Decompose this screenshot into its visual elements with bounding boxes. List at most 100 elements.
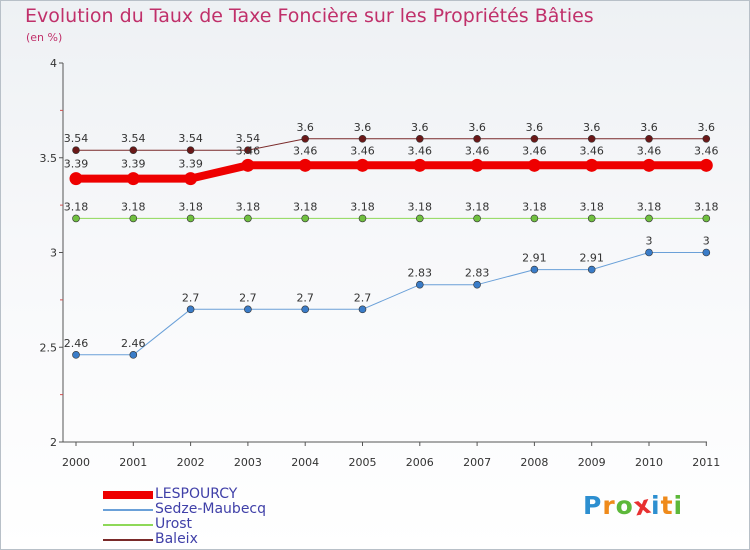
data-label-sedze-maubecq: 2.7 [354, 291, 372, 304]
data-point-urost [129, 214, 138, 223]
data-label-lespourcy: 3.39 [64, 158, 89, 171]
data-label-lespourcy: 3.46 [236, 144, 261, 157]
data-point-urost [530, 214, 539, 223]
data-point-lespourcy [413, 158, 427, 172]
data-point-baleix [358, 135, 367, 143]
data-label-lespourcy: 3.46 [350, 144, 375, 157]
data-point-lespourcy [184, 172, 198, 186]
data-label-sedze-maubecq: 2.7 [239, 291, 257, 304]
x-tick-label: 2005 [349, 456, 377, 469]
x-tick-label: 2002 [177, 456, 205, 469]
data-label-lespourcy: 3.46 [522, 144, 547, 157]
x-tick-label: 2011 [692, 456, 720, 469]
logo-letter: o [615, 491, 634, 520]
data-label-lespourcy: 3.46 [293, 144, 318, 157]
data-point-sedze-maubecq [415, 280, 424, 289]
data-label-urost: 3.18 [522, 200, 547, 213]
legend-label: LESPOURCY [155, 486, 238, 502]
data-point-sedze-maubecq [530, 265, 539, 274]
data-label-sedze-maubecq: 2.7 [296, 291, 314, 304]
data-label-baleix: 3.6 [296, 121, 314, 134]
data-label-urost: 3.18 [637, 200, 662, 213]
data-point-urost [72, 214, 80, 223]
data-point-sedze-maubecq [186, 305, 195, 314]
data-label-baleix: 3.6 [640, 121, 658, 134]
data-label-sedze-maubecq: 2.46 [64, 337, 89, 350]
data-point-baleix [415, 135, 424, 143]
y-tick-label: 4 [50, 57, 57, 70]
data-point-sedze-maubecq [301, 305, 310, 314]
proxiti-logo: Proxiti [583, 490, 684, 522]
x-tick-label: 2009 [578, 456, 606, 469]
data-point-baleix [72, 146, 80, 154]
series-line-lespourcy [72, 161, 711, 183]
data-point-lespourcy [527, 158, 541, 172]
legend-swatch [103, 539, 153, 541]
data-label-baleix: 3.54 [236, 132, 261, 145]
data-label-baleix: 3.54 [178, 132, 203, 145]
data-point-urost [702, 214, 711, 223]
logo-letter: t [660, 491, 674, 520]
y-tick-label: 2.5 [40, 341, 58, 354]
x-tick-label: 2010 [635, 456, 663, 469]
data-point-baleix [244, 146, 252, 154]
x-tick-label: 2000 [62, 456, 90, 469]
data-point-sedze-maubecq [129, 351, 138, 359]
data-point-lespourcy [470, 158, 484, 172]
data-point-sedze-maubecq [702, 248, 711, 257]
data-label-lespourcy: 3.46 [637, 144, 662, 157]
data-point-lespourcy [126, 172, 140, 186]
data-label-urost: 3.18 [121, 200, 146, 213]
x-tick-label: 2006 [406, 456, 434, 469]
data-point-baleix [530, 135, 539, 143]
data-point-urost [415, 214, 424, 223]
data-point-urost [186, 214, 195, 223]
data-label-sedze-maubecq: 3 [703, 235, 710, 248]
data-point-lespourcy [585, 158, 599, 172]
data-point-baleix [702, 135, 711, 143]
data-point-baleix [301, 135, 310, 143]
x-tick-label: 2008 [520, 456, 548, 469]
series-line-sedze-maubecq [75, 252, 707, 356]
series-line-baleix [75, 138, 707, 151]
data-labels: 3.54 3.54 3.54 3.54 3.6 3.6 3.6 3.6 3.6 3.6 3.6 3.6… [64, 121, 719, 350]
logo-letter: i [651, 491, 661, 520]
data-label-baleix: 3.6 [354, 121, 372, 134]
data-point-sedze-maubecq [645, 248, 653, 257]
data-point-urost [473, 214, 481, 223]
data-point-urost [301, 214, 310, 223]
data-label-baleix: 3.6 [411, 121, 429, 134]
legend-swatch [103, 509, 153, 511]
data-point-lespourcy [69, 172, 83, 186]
data-point-lespourcy [298, 158, 312, 172]
data-point-baleix [186, 146, 195, 154]
data-label-lespourcy: 3.39 [121, 158, 146, 171]
data-point-sedze-maubecq [72, 351, 80, 359]
data-point-baleix [587, 135, 596, 143]
legend-label: Baleix [155, 531, 198, 547]
y-tick-label: 3 [50, 247, 57, 260]
data-point-sedze-maubecq [358, 305, 367, 314]
chart-title: Evolution du Taux de Taxe Foncière sur l… [25, 5, 594, 27]
data-label-sedze-maubecq: 3 [646, 235, 653, 248]
data-point-baleix [473, 135, 481, 143]
logo-letter: i [673, 491, 684, 520]
data-label-urost: 3.18 [579, 200, 604, 213]
legend-label: Sedze-Maubecq [155, 501, 267, 517]
data-point-baleix [129, 146, 138, 154]
x-tick-label: 2001 [119, 456, 147, 469]
series-layer [69, 135, 713, 359]
data-label-urost: 3.18 [178, 200, 203, 213]
y-tick-label: 2 [50, 436, 57, 449]
x-tick-label: 2003 [234, 456, 262, 469]
data-point-sedze-maubecq [244, 305, 252, 314]
data-label-lespourcy: 3.46 [579, 144, 604, 157]
data-label-urost: 3.18 [350, 200, 375, 213]
data-label-sedze-maubecq: 2.83 [408, 267, 433, 280]
data-label-baleix: 3.54 [64, 132, 89, 145]
data-label-sedze-maubecq: 2.7 [182, 291, 200, 304]
data-label-sedze-maubecq: 2.91 [522, 252, 547, 265]
data-point-lespourcy [642, 158, 656, 172]
